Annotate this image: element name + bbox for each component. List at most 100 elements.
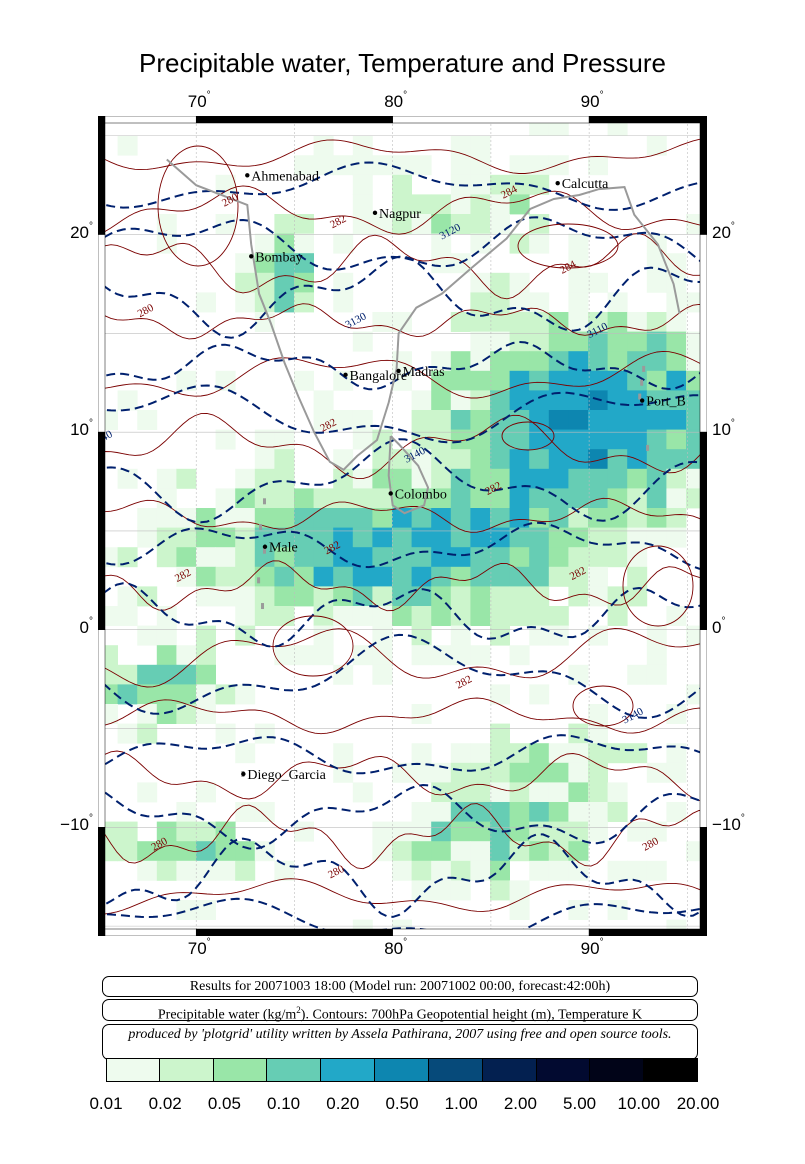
height-contour [92, 521, 712, 571]
axis-tick-label: 10° [70, 418, 93, 440]
temp-contour [92, 185, 712, 237]
pw-cell [274, 860, 295, 881]
pw-cell [529, 586, 550, 607]
pw-cell [666, 253, 687, 274]
pw-cell [450, 527, 471, 548]
pw-cell [117, 684, 138, 705]
pw-cell [294, 488, 314, 509]
pw-cell [490, 743, 510, 764]
map-panel[interactable]: 280 282 284 3120 284 280 3130 3110 140 282 3140 282… [92, 115, 726, 942]
pw-cell [568, 351, 589, 372]
colorbar-swatch [321, 1058, 376, 1082]
pw-cell [156, 625, 177, 646]
pw-cell [254, 233, 275, 254]
pw-cell [470, 370, 491, 391]
pw-cell [176, 821, 197, 842]
pw-cell [333, 370, 354, 391]
pw-cell [196, 527, 216, 548]
pw-cell [450, 860, 471, 881]
pw-cell [215, 527, 236, 548]
pw-cell [470, 292, 491, 313]
pw-cell [431, 468, 452, 489]
axis-tick-label: 20° [712, 220, 735, 242]
pw-cell [666, 704, 687, 724]
pw-cell [176, 370, 197, 391]
colorbar-tick-label: 0.01 [89, 1094, 123, 1113]
pw-cell [431, 194, 452, 215]
pw-cell [588, 782, 608, 803]
pw-cell [411, 841, 432, 862]
height-contour [92, 783, 712, 850]
india-coastline [166, 158, 681, 471]
pw-cell [470, 410, 491, 430]
pw-cell [529, 762, 550, 783]
pw-cell [490, 860, 510, 881]
pw-cell [588, 272, 608, 293]
city-dot [343, 372, 348, 378]
city-label: Bangalore [350, 369, 408, 384]
pw-cell [529, 684, 550, 705]
pw-cell [450, 566, 471, 587]
pw-cell [490, 331, 510, 352]
pw-cell [666, 410, 687, 430]
colorbar-swatch [590, 1058, 645, 1082]
pw-cell [548, 390, 569, 411]
pw-cell [274, 566, 295, 587]
pw-cell [372, 449, 393, 470]
pw-cell [509, 586, 530, 607]
pw-cell [294, 645, 314, 666]
island-marker [646, 444, 650, 451]
pw-cell [411, 625, 432, 646]
pw-cell [490, 194, 510, 215]
pw-cell [235, 547, 256, 568]
pw-cell [117, 547, 138, 568]
pw-cell [392, 174, 412, 195]
pw-cell [411, 606, 432, 626]
pw-cell [411, 194, 432, 215]
pw-cell [235, 860, 256, 881]
pw-cell [568, 802, 589, 822]
pw-cell [450, 586, 471, 607]
pw-cell [509, 547, 530, 568]
pw-cell [156, 468, 177, 489]
pw-cell [156, 684, 177, 705]
pw-cell [509, 174, 530, 195]
frame-segment [97, 431, 106, 630]
contour-label: 3140 [620, 705, 646, 726]
pw-cell [333, 292, 354, 313]
pw-cell [196, 900, 216, 920]
colorbar-swatch [159, 1058, 214, 1082]
pw-cell [568, 547, 589, 568]
pw-cell [568, 312, 589, 332]
pw-cell [372, 488, 393, 509]
temp-contour-loop [157, 145, 239, 267]
axis-tick-label: 0° [712, 615, 726, 637]
temp-contour-loop [272, 615, 354, 677]
pw-cell [646, 272, 667, 293]
pw-cell [490, 821, 510, 842]
pw-cell [646, 527, 667, 548]
pw-cell [470, 802, 491, 822]
pw-cell [352, 547, 373, 568]
pw-cell [156, 664, 177, 685]
height-contour [92, 833, 712, 918]
frame-segment [699, 234, 708, 433]
pw-cell [509, 410, 530, 430]
pw-cell [294, 508, 314, 528]
pw-cell [411, 155, 432, 176]
pw-cell [588, 429, 608, 450]
pw-cell [490, 802, 510, 822]
pw-cell [235, 841, 256, 862]
pw-cell [607, 586, 628, 607]
pw-cell [313, 508, 334, 528]
pw-cell [372, 821, 393, 842]
pw-cell [548, 821, 569, 842]
pw-cell [588, 762, 608, 783]
island-marker [642, 365, 646, 372]
pw-cell [568, 370, 589, 391]
pw-cell [156, 214, 177, 234]
city-label: Diego_Garcia [247, 768, 326, 783]
pw-cell [529, 468, 550, 489]
city-dot [241, 771, 246, 777]
